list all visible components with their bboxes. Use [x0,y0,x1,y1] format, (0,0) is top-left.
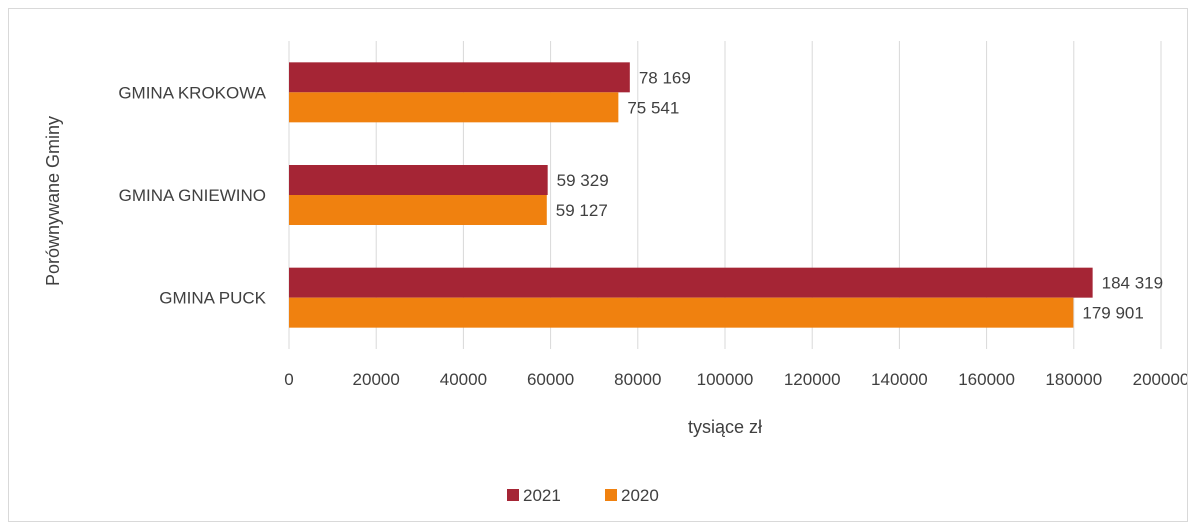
data-label: 59 329 [557,171,609,190]
x-tick-label: 180000 [1045,370,1102,389]
category-labels: GMINA KROKOWA GMINA GNIEWINO GMINA PUCK [118,83,266,307]
bar-2021 [289,62,630,93]
data-label: 78 169 [639,68,691,87]
category-label: GMINA KROKOWA [118,83,266,102]
legend-swatch [507,489,519,501]
x-tick-label: 20000 [353,370,400,389]
legend-swatch [605,489,617,501]
bar-2020 [289,92,619,123]
x-tick-label: 0 [284,370,293,389]
legend-item-2020: 2020 [605,486,659,505]
data-label: 75 541 [627,98,679,117]
x-tick-label: 140000 [871,370,928,389]
chart-frame: 78 169 75 541 59 329 59 127 184 319 179 901 0… [8,8,1189,522]
category-label: GMINA GNIEWINO [119,186,266,205]
x-tick-label: 60000 [527,370,574,389]
x-tick-label: 100000 [697,370,754,389]
data-label: 184 319 [1102,274,1163,293]
category-label: GMINA PUCK [159,289,266,308]
x-tick-labels: 0 20000 40000 60000 80000 100000 120000 140000 1… [284,370,1189,389]
legend-label: 2021 [523,486,561,505]
x-axis-title: tysiące zł [688,417,762,437]
bar-2021 [289,267,1093,298]
bars [289,62,1093,328]
x-tick-label: 120000 [784,370,841,389]
data-label: 179 901 [1082,304,1143,323]
bar-2020 [289,195,547,225]
x-tick-label: 80000 [614,370,661,389]
bar-2020 [289,297,1074,328]
y-axis-title: Porównywane Gminy [43,116,63,286]
bar-chart: 78 169 75 541 59 329 59 127 184 319 179 901 0… [43,41,1189,505]
x-tick-label: 160000 [958,370,1015,389]
x-tick-label: 200000 [1133,370,1187,389]
x-tick-label: 40000 [440,370,487,389]
legend: 2021 2020 [507,486,659,505]
data-label: 59 127 [556,201,608,220]
data-labels: 78 169 75 541 59 329 59 127 184 319 179 901 [556,68,1163,322]
legend-label: 2020 [621,486,659,505]
bar-2021 [289,165,548,195]
legend-item-2021: 2021 [507,486,561,505]
